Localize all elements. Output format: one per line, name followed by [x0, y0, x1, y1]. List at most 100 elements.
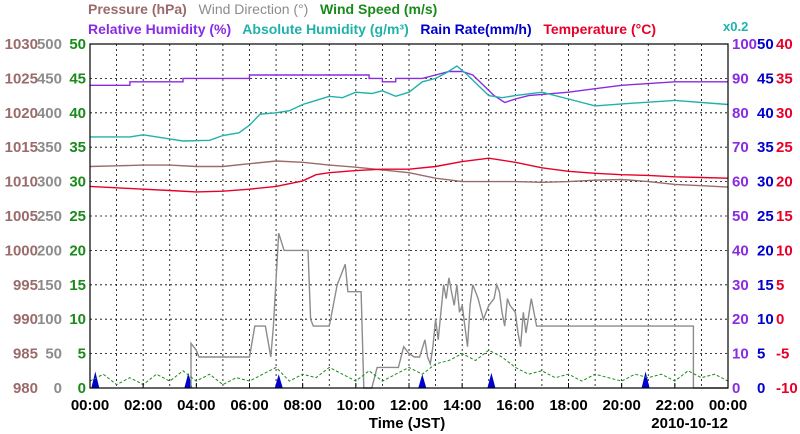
x-tick-label: 06:00 [230, 397, 268, 414]
temperature-tick-label: 15 [776, 208, 793, 225]
wind-direction-tick-label: 250 [37, 208, 62, 225]
relative-humidity-tick-label: 40 [732, 242, 749, 259]
relative-humidity-tick-label: 70 [732, 139, 749, 156]
relative-humidity-tick-label: 80 [732, 105, 749, 122]
series-relative-humidity [90, 70, 728, 104]
relative-humidity-tick-label: 30 [732, 277, 749, 294]
legend-pressure: Pressure (hPa) [88, 1, 187, 17]
relative-humidity-tick-label: 50 [732, 208, 749, 225]
rain-rate-tick-label: 25 [757, 208, 774, 225]
wind-speed-tick-label: 10 [69, 311, 86, 328]
legend-row-2: Relative Humidity (%) Absolute Humidity … [88, 21, 656, 37]
temperature-tick-label: 5 [776, 277, 784, 294]
legend-row-1: Pressure (hPa) Wind Direction (°) Wind S… [88, 1, 437, 17]
x-axis: 00:00 02:00 04:00 06:00 08:00 10:00 12:00 14:00… [71, 383, 747, 414]
legend-rain-rate: Rain Rate(mm/h) [420, 21, 532, 37]
rain-rate-tick-label: 15 [757, 277, 774, 294]
x-tick-label: 12:00 [390, 397, 428, 414]
x-tick-label: 00:00 [71, 397, 109, 414]
rain-event [641, 371, 650, 388]
wind-direction-tick-label: 400 [37, 105, 62, 122]
wind-speed-tick-label: 40 [69, 105, 86, 122]
chart-grid [90, 44, 728, 388]
x-axis-title: Time (JST) [369, 415, 445, 432]
rain-event [487, 372, 496, 388]
series-wind-speed-m-s [89, 349, 729, 386]
legend-absolute-humidity: Absolute Humidity (g/m³) [242, 21, 409, 37]
wind-direction-tick-label: 100 [37, 311, 62, 328]
relative-humidity-tick-label: 60 [732, 174, 749, 191]
rain-rate-tick-label: 45 [757, 70, 774, 87]
wind-speed-tick-label: 30 [69, 174, 86, 191]
wind-speed-tick-label: 45 [69, 70, 86, 87]
legend-relative-humidity: Relative Humidity (%) [88, 21, 232, 37]
wind-speed-tick-label: 5 [78, 346, 86, 363]
temperature-tick-label: 30 [776, 105, 793, 122]
pressure-tick-label: 1030 [5, 36, 38, 53]
pressure-tick-label: 980 [13, 380, 38, 397]
rain-series [91, 371, 650, 388]
x-tick-label: 18:00 [549, 397, 587, 414]
series-temperature-c [89, 157, 729, 193]
rain-multiplier-label: x0.2 [723, 19, 749, 34]
rain-rate-tick-label: 50 [757, 36, 774, 53]
rain-rate-tick-label: 10 [757, 311, 774, 328]
x-tick-label: 00:00 [709, 397, 747, 414]
rain-rate-tick-label: 40 [757, 105, 774, 122]
line-series [89, 65, 729, 389]
series-wind-direction [190, 232, 728, 389]
pressure-tick-label: 985 [13, 346, 38, 363]
relative-humidity-tick-label: 0 [732, 380, 740, 397]
wind-speed-tick-label: 35 [69, 139, 86, 156]
wind-direction-tick-label: 300 [37, 174, 62, 191]
wind-direction-tick-label: 450 [37, 70, 62, 87]
x-tick-label: 08:00 [283, 397, 321, 414]
pressure-tick-label: 1020 [5, 105, 38, 122]
pressure-tick-label: 1005 [5, 208, 38, 225]
x-tick-label: 14:00 [443, 397, 481, 414]
relative-humidity-tick-label: 20 [732, 311, 749, 328]
relative-humidity-tick-label: 100 [732, 36, 757, 53]
date-label: 2010-10-12 [651, 415, 728, 432]
series-pressure-hpa [89, 160, 729, 188]
rain-rate-tick-label: 30 [757, 174, 774, 191]
wind-speed-tick-label: 20 [69, 242, 86, 259]
rain-event [418, 374, 427, 388]
x-tick-label: 22:00 [656, 397, 694, 414]
series-absolute-humidity-g-m [90, 65, 729, 142]
rain-event [274, 374, 283, 388]
x-tick-label: 04:00 [177, 397, 215, 414]
pressure-tick-label: 1000 [5, 242, 38, 259]
wind-direction-tick-label: 350 [37, 139, 62, 156]
relative-humidity-tick-label: 90 [732, 70, 749, 87]
pressure-tick-label: 1025 [5, 70, 38, 87]
y-axes: 9809859909951000100510101015102010251030… [5, 36, 798, 397]
x-tick-label: 10:00 [337, 397, 375, 414]
wind-direction-tick-label: 200 [37, 242, 62, 259]
wind-speed-tick-label: 15 [69, 277, 86, 294]
rain-rate-tick-label: 5 [757, 346, 765, 363]
temperature-tick-label: 25 [776, 139, 793, 156]
relative-humidity-tick-label: 10 [732, 346, 749, 363]
pressure-tick-label: 1010 [5, 174, 38, 191]
wind-direction-tick-label: 500 [37, 36, 62, 53]
rain-event [91, 371, 100, 388]
wind-speed-tick-label: 25 [69, 208, 86, 225]
legend-wind-speed: Wind Speed (m/s) [320, 1, 438, 17]
temperature-tick-label: 10 [776, 242, 793, 259]
temperature-tick-label: 20 [776, 174, 793, 191]
temperature-tick-label: -10 [776, 380, 798, 397]
temperature-tick-label: -5 [776, 346, 789, 363]
wind-speed-tick-label: 0 [78, 380, 86, 397]
pressure-tick-label: 990 [13, 311, 38, 328]
rain-rate-tick-label: 20 [757, 242, 774, 259]
wind-speed-tick-label: 50 [69, 36, 86, 53]
wind-direction-tick-label: 0 [54, 380, 62, 397]
x-tick-label: 02:00 [124, 397, 162, 414]
temperature-tick-label: 35 [776, 70, 793, 87]
pressure-tick-label: 1015 [5, 139, 38, 156]
wind-direction-tick-label: 150 [37, 277, 62, 294]
temperature-tick-label: 0 [776, 311, 784, 328]
x-tick-label: 20:00 [602, 397, 640, 414]
